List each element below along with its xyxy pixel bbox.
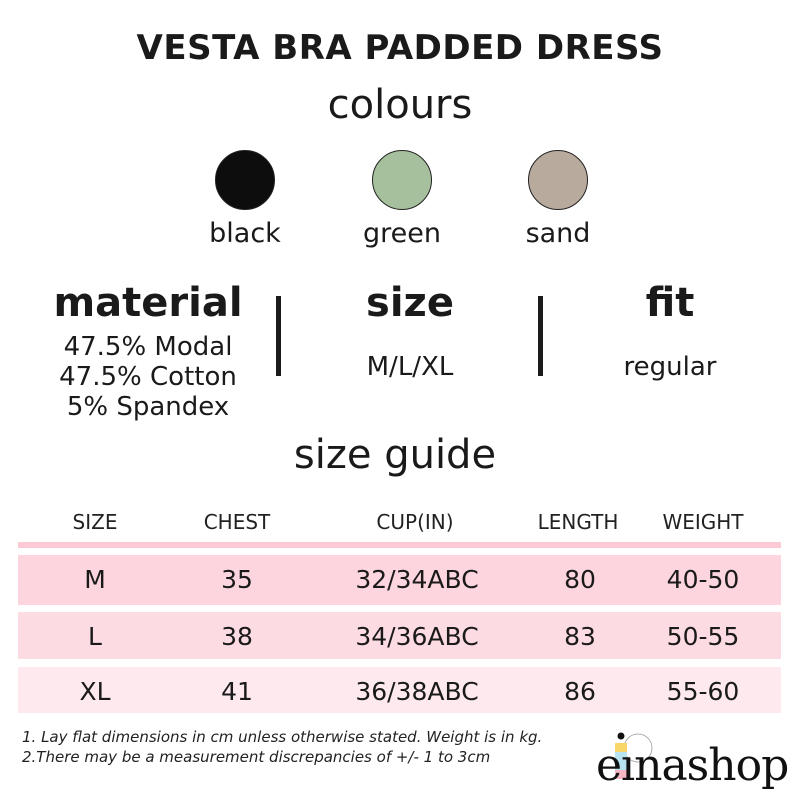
colour-label-green: green: [363, 218, 441, 249]
cell-length: 83: [564, 622, 596, 651]
cell-cup: 32/34ABC: [355, 565, 479, 594]
colour-swatch-black: [215, 150, 275, 210]
cell-length: 86: [564, 677, 596, 706]
cell-weight: 50-55: [666, 622, 740, 651]
einashop-logo: eınashop: [596, 722, 796, 792]
header-underline: [18, 542, 781, 548]
column-header-size: SIZE: [72, 510, 118, 534]
cell-size: XL: [79, 677, 111, 706]
table-row: [18, 612, 781, 659]
colours-heading: colours: [327, 82, 473, 128]
size-heading: size: [366, 280, 454, 326]
cell-weight: 55-60: [666, 677, 740, 706]
divider: [538, 296, 543, 376]
material-heading: material: [53, 280, 243, 326]
cell-cup: 36/38ABC: [355, 677, 479, 706]
cell-chest: 38: [221, 622, 253, 651]
svg-text:eınashop: eınashop: [596, 740, 788, 791]
colour-label-black: black: [209, 218, 281, 249]
colour-swatch-green: [372, 150, 432, 210]
cell-chest: 41: [221, 677, 253, 706]
product-title: VESTA BRA PADDED DRESS: [136, 28, 664, 68]
note: 1. Lay flat dimensions in cm unless othe…: [22, 728, 543, 746]
colour-swatch-sand: [528, 150, 588, 210]
colour-label-sand: sand: [525, 218, 591, 249]
cell-size: L: [88, 622, 102, 651]
table-row: [18, 667, 781, 713]
cell-length: 80: [564, 565, 596, 594]
column-header-length: LENGTH: [537, 510, 619, 534]
material-line: 47.5% Cotton: [59, 362, 237, 392]
size-value: M/L/XL: [366, 352, 454, 382]
column-header-cup: CUP(IN): [376, 510, 454, 534]
table-row: [18, 555, 781, 605]
size-guide-heading: size guide: [293, 432, 497, 478]
cell-chest: 35: [221, 565, 253, 594]
fit-heading: fit: [645, 280, 695, 326]
material-list: 47.5% Modal 47.5% Cotton 5% Spandex: [38, 332, 258, 422]
column-header-chest: CHEST: [203, 510, 271, 534]
material-line: 47.5% Modal: [63, 332, 233, 362]
cell-cup: 34/36ABC: [355, 622, 479, 651]
column-header-weight: WEIGHT: [662, 510, 744, 534]
cell-size: M: [84, 565, 106, 594]
note: 2.There may be a measurement discrepanci…: [22, 748, 491, 766]
material-line: 5% Spandex: [66, 392, 230, 422]
fit-value: regular: [623, 352, 717, 382]
cell-weight: 40-50: [666, 565, 740, 594]
divider: [276, 296, 281, 376]
